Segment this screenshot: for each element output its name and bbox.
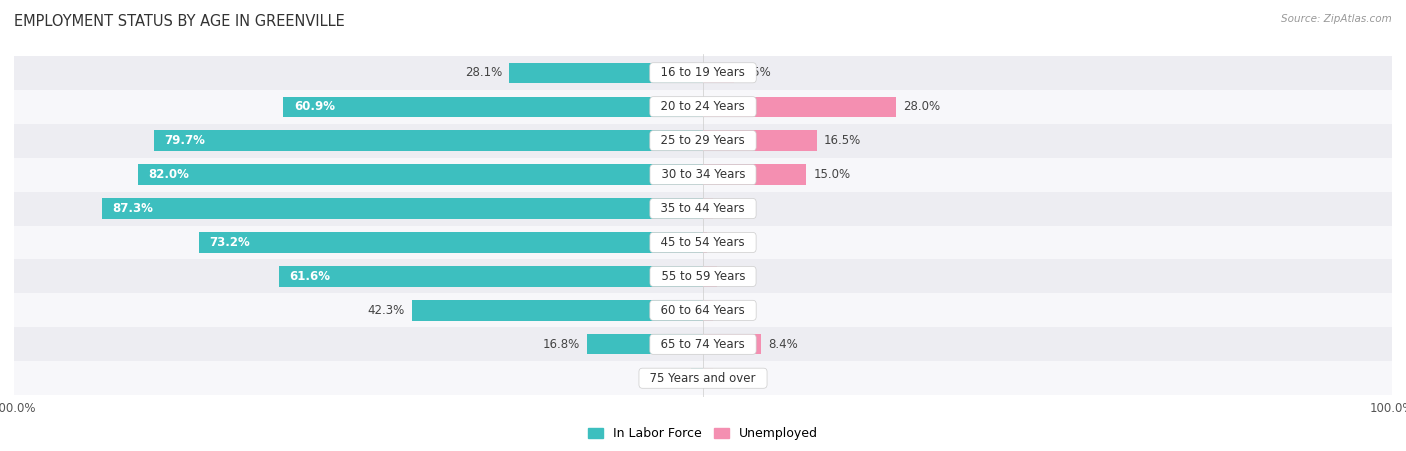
Text: 45 to 54 Years: 45 to 54 Years: [654, 236, 752, 249]
Bar: [198, 232, 703, 253]
Bar: [412, 300, 703, 321]
Bar: [703, 165, 807, 185]
Bar: [14, 327, 1392, 361]
Text: Source: ZipAtlas.com: Source: ZipAtlas.com: [1281, 14, 1392, 23]
Text: 82.0%: 82.0%: [149, 168, 190, 181]
Bar: [703, 130, 817, 151]
Text: 25 to 29 Years: 25 to 29 Years: [654, 134, 752, 147]
Text: 20 to 24 Years: 20 to 24 Years: [654, 100, 752, 113]
Bar: [14, 124, 1392, 158]
Bar: [14, 293, 1392, 327]
Bar: [690, 368, 703, 388]
Bar: [14, 192, 1392, 226]
Bar: [278, 266, 703, 286]
Text: 42.3%: 42.3%: [367, 304, 405, 317]
Text: 61.6%: 61.6%: [290, 270, 330, 283]
Bar: [101, 198, 703, 219]
Text: 79.7%: 79.7%: [165, 134, 205, 147]
Bar: [14, 90, 1392, 124]
Text: 0.0%: 0.0%: [720, 372, 749, 385]
Text: 0.0%: 0.0%: [720, 304, 749, 317]
Text: 55 to 59 Years: 55 to 59 Years: [654, 270, 752, 283]
Text: 16 to 19 Years: 16 to 19 Years: [654, 66, 752, 79]
Text: 65 to 74 Years: 65 to 74 Years: [654, 338, 752, 351]
Text: 1.8%: 1.8%: [654, 372, 683, 385]
Text: 4.5%: 4.5%: [741, 66, 770, 79]
Bar: [703, 300, 713, 321]
Text: 73.2%: 73.2%: [209, 236, 250, 249]
Text: 30 to 34 Years: 30 to 34 Years: [654, 168, 752, 181]
Bar: [703, 232, 707, 253]
Text: 0.6%: 0.6%: [720, 236, 749, 249]
Text: 2.0%: 2.0%: [724, 270, 754, 283]
Text: 87.3%: 87.3%: [112, 202, 153, 215]
Text: 28.0%: 28.0%: [903, 100, 941, 113]
Text: 60 to 64 Years: 60 to 64 Years: [654, 304, 752, 317]
Text: 8.4%: 8.4%: [768, 338, 797, 351]
Text: 0.0%: 0.0%: [720, 202, 749, 215]
Bar: [703, 266, 717, 286]
Bar: [153, 130, 703, 151]
Bar: [14, 259, 1392, 293]
Text: 75 Years and over: 75 Years and over: [643, 372, 763, 385]
Text: 15.0%: 15.0%: [813, 168, 851, 181]
Bar: [509, 63, 703, 83]
Legend: In Labor Force, Unemployed: In Labor Force, Unemployed: [583, 423, 823, 446]
Bar: [588, 334, 703, 354]
Text: 60.9%: 60.9%: [294, 100, 335, 113]
Bar: [284, 97, 703, 117]
Bar: [14, 226, 1392, 259]
Bar: [703, 198, 713, 219]
Bar: [14, 158, 1392, 192]
Bar: [14, 56, 1392, 90]
Bar: [703, 368, 713, 388]
Bar: [703, 97, 896, 117]
Bar: [703, 334, 761, 354]
Text: EMPLOYMENT STATUS BY AGE IN GREENVILLE: EMPLOYMENT STATUS BY AGE IN GREENVILLE: [14, 14, 344, 28]
Text: 16.8%: 16.8%: [543, 338, 581, 351]
Bar: [14, 361, 1392, 395]
Text: 35 to 44 Years: 35 to 44 Years: [654, 202, 752, 215]
Bar: [703, 63, 734, 83]
Text: 16.5%: 16.5%: [824, 134, 860, 147]
Bar: [138, 165, 703, 185]
Text: 28.1%: 28.1%: [465, 66, 502, 79]
